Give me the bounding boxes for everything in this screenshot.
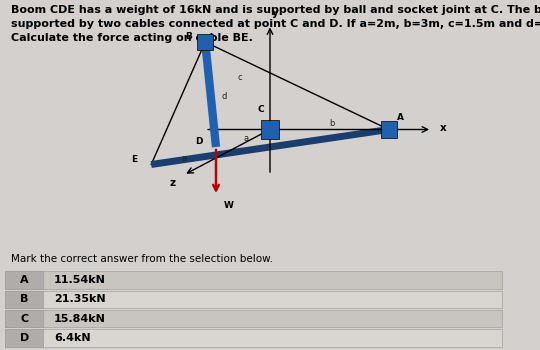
Text: a: a <box>181 154 186 163</box>
Text: 21.35kN: 21.35kN <box>54 294 106 304</box>
Text: C: C <box>20 314 29 323</box>
Bar <box>5 310 502 327</box>
Bar <box>5 271 502 289</box>
Bar <box>381 121 397 138</box>
Text: 15.84kN: 15.84kN <box>54 314 106 323</box>
Bar <box>5 329 43 346</box>
Text: Mark the correct answer from the selection below.: Mark the correct answer from the selecti… <box>11 254 273 264</box>
Text: Boom CDE has a weight of 16kN and is supported by ball and socket joint at C. Th: Boom CDE has a weight of 16kN and is sup… <box>11 5 540 43</box>
Text: B: B <box>20 294 29 304</box>
Text: y: y <box>272 7 279 18</box>
Text: D: D <box>195 137 202 146</box>
Text: z: z <box>170 178 176 189</box>
Bar <box>5 271 43 289</box>
Text: B: B <box>185 32 192 41</box>
Bar <box>5 290 502 308</box>
Text: d: d <box>221 92 227 101</box>
Bar <box>261 120 279 139</box>
Text: 6.4kN: 6.4kN <box>54 333 91 343</box>
Text: D: D <box>19 333 29 343</box>
Text: A: A <box>397 113 404 122</box>
Text: C: C <box>258 105 265 114</box>
Text: W: W <box>224 201 234 210</box>
Text: 11.54kN: 11.54kN <box>54 275 106 285</box>
Text: c: c <box>238 73 242 82</box>
Bar <box>5 329 502 346</box>
Bar <box>5 290 43 308</box>
Text: a: a <box>243 134 248 143</box>
Bar <box>197 34 213 50</box>
Text: A: A <box>20 275 29 285</box>
Text: x: x <box>440 124 447 133</box>
Text: b: b <box>329 119 335 128</box>
Bar <box>5 310 43 327</box>
Text: E: E <box>132 155 138 164</box>
